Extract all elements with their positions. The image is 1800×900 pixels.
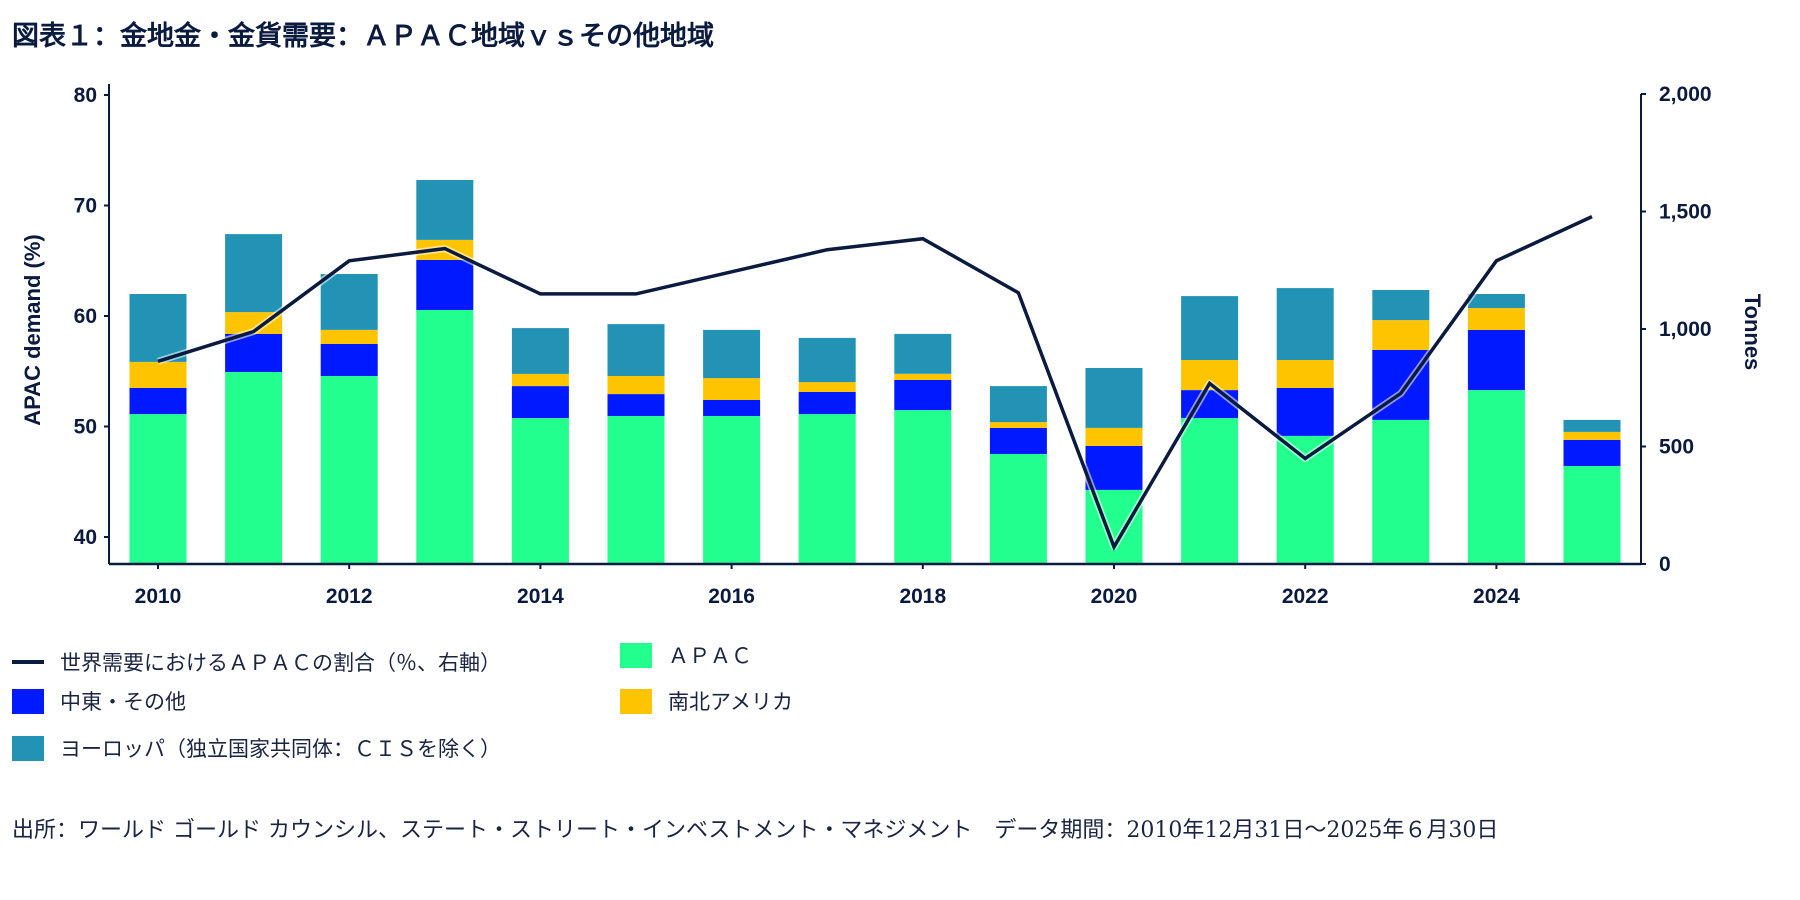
bar-europe-2017 <box>798 337 856 383</box>
bar-americas-2022 <box>1276 360 1334 388</box>
bar-americas-2024 <box>1467 308 1525 330</box>
bar-apac-2014 <box>511 418 569 564</box>
y-right-tick-label-500: 500 <box>1659 436 1694 459</box>
bar-europe-2018 <box>894 333 952 374</box>
y-left-tick-label-70: 70 <box>74 195 97 218</box>
line-apac-share <box>157 215 1593 551</box>
bar-apac-2017 <box>798 414 856 564</box>
legend-item-apac-share: 世界需要におけるＡＰＡＣの割合（％、右軸） <box>12 647 501 677</box>
bar-apac-2010 <box>129 414 187 564</box>
x-tick-label-2020: 2020 <box>1091 585 1138 608</box>
bar-middle_east_other-2018 <box>894 380 952 411</box>
bar-middle_east_other-2019 <box>989 427 1047 454</box>
x-tick-label-2016: 2016 <box>708 585 755 608</box>
bar-apac-2025 <box>1563 466 1621 564</box>
legend-label: ヨーロッパ（独立国家共同体：ＣＩＳを除く） <box>60 737 501 761</box>
legend-swatch-apac <box>620 642 652 668</box>
bar-europe-2022 <box>1276 288 1334 360</box>
bar-europe-2019 <box>989 386 1047 423</box>
bar-middle_east_other-2020 <box>1085 446 1143 490</box>
y-right-tick-label-1500: 1,500 <box>1659 201 1712 224</box>
bar-apac-2019 <box>989 454 1047 564</box>
bar-americas-2017 <box>798 382 856 392</box>
legend-item-americas: 南北アメリカ <box>620 686 793 716</box>
bar-apac-2023 <box>1372 419 1430 564</box>
bar-apac-2013 <box>416 310 474 564</box>
x-tick-label-2018: 2018 <box>899 585 946 608</box>
source-footnote: 出所：ワールド ゴールド カウンシル、ステート・ストリート・インベストメント・マ… <box>12 818 1499 843</box>
bar-americas-2012 <box>320 329 378 344</box>
bar-europe-2010 <box>129 294 187 362</box>
y-axis-right-title: Tonnes <box>1740 294 1765 371</box>
bars-layer <box>129 180 1621 564</box>
legend-swatch-europe <box>12 735 44 761</box>
bar-middle_east_other-2012 <box>320 344 378 376</box>
bar-middle_east_other-2010 <box>129 388 187 415</box>
y-left-tick-label-60: 60 <box>74 305 97 328</box>
bar-americas-2025 <box>1563 431 1621 440</box>
bar-europe-2013 <box>416 180 474 240</box>
legend-item-middle-east-other: 中東・その他 <box>12 686 186 716</box>
bar-apac-2015 <box>607 415 665 564</box>
y-axis-left-title: APAC demand (%) <box>20 234 45 426</box>
y-right-tick-label-1000: 1,000 <box>1659 318 1712 341</box>
bar-europe-2015 <box>607 324 665 376</box>
bar-europe-2012 <box>320 274 378 330</box>
bar-europe-2024 <box>1467 294 1525 309</box>
legend-item-apac: ＡＰＡＣ <box>620 640 752 670</box>
bar-americas-2015 <box>607 376 665 395</box>
line-layer <box>156 213 1594 551</box>
y-left-tick-label-80: 80 <box>74 84 97 107</box>
bar-americas-2018 <box>894 373 952 380</box>
legend-label: 南北アメリカ <box>668 690 793 714</box>
x-tick-label-2024: 2024 <box>1473 585 1520 608</box>
bar-apac-2012 <box>320 376 378 564</box>
legend-swatch-americas <box>620 688 652 714</box>
bar-europe-2014 <box>511 328 569 374</box>
bar-middle_east_other-2014 <box>511 386 569 419</box>
bar-americas-2014 <box>511 373 569 387</box>
bar-apac-2018 <box>894 410 952 564</box>
x-tick-label-2012: 2012 <box>326 585 373 608</box>
y-right-tick-label-0: 0 <box>1659 553 1671 576</box>
bar-middle_east_other-2022 <box>1276 388 1334 436</box>
legend-label: 世界需要におけるＡＰＡＣの割合（％、右軸） <box>60 651 501 675</box>
bar-europe-2021 <box>1181 296 1239 360</box>
bar-middle_east_other-2015 <box>607 394 665 416</box>
x-tick-label-2014: 2014 <box>517 585 564 608</box>
bar-europe-2023 <box>1372 290 1430 321</box>
y-right-tick-label-2000: 2,000 <box>1659 83 1712 106</box>
bar-apac-2024 <box>1467 390 1525 564</box>
axes-layer: 40 50 60 70 80 0 500 1,000 1,500 2,000 2010 2012 201… <box>74 83 1712 608</box>
bar-middle_east_other-2025 <box>1563 439 1621 466</box>
bar-apac-2021 <box>1181 418 1239 564</box>
bar-europe-2020 <box>1085 368 1143 428</box>
bar-europe-2025 <box>1563 419 1621 432</box>
chart-title: 図表１：金地金・金貨需要：ＡＰＡＣ地域ｖｓその他地域 <box>12 21 714 52</box>
legend-swatch-middle-east-other <box>12 688 44 714</box>
y-left-tick-label-40: 40 <box>74 526 97 549</box>
legend-label: 中東・その他 <box>60 690 186 714</box>
bar-americas-2010 <box>129 361 187 388</box>
bar-americas-2016 <box>703 378 761 400</box>
bar-middle_east_other-2017 <box>798 392 856 415</box>
legend-swatch-line <box>12 660 44 664</box>
x-tick-label-2010: 2010 <box>135 585 182 608</box>
y-left-tick-label-50: 50 <box>74 416 97 439</box>
legend-label: ＡＰＡＣ <box>668 644 752 668</box>
bar-americas-2019 <box>989 422 1047 428</box>
bar-americas-2023 <box>1372 320 1430 350</box>
bar-middle_east_other-2024 <box>1467 329 1525 391</box>
bar-apac-2011 <box>225 372 283 564</box>
x-tick-label-2022: 2022 <box>1282 585 1329 608</box>
bar-middle_east_other-2013 <box>416 259 474 310</box>
legend-item-europe: ヨーロッパ（独立国家共同体：ＣＩＳを除く） <box>12 733 501 763</box>
bar-americas-2020 <box>1085 427 1143 446</box>
bar-europe-2011 <box>225 234 283 313</box>
bar-apac-2016 <box>703 415 761 564</box>
bar-europe-2016 <box>703 329 761 379</box>
bar-middle_east_other-2016 <box>703 400 761 416</box>
